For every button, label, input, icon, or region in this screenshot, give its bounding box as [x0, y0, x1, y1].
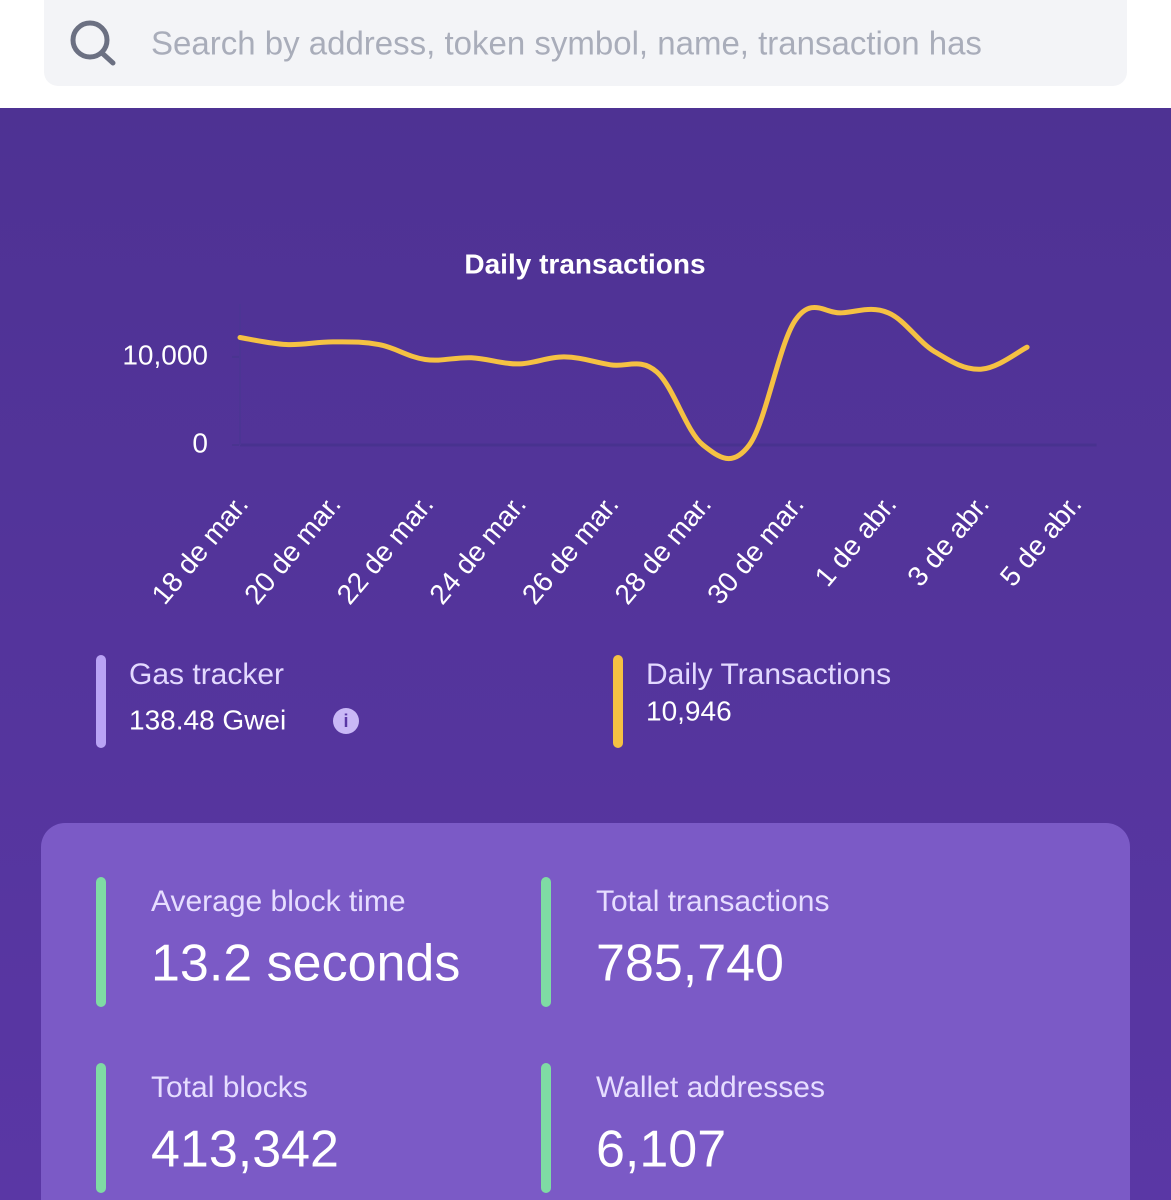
info-icon[interactable]	[333, 708, 359, 734]
stat-value: 413,342	[151, 1121, 339, 1179]
search-placeholder: Search by address, token symbol, name, t…	[151, 25, 982, 62]
search-icon-handle	[99, 50, 116, 66]
stat-bar	[96, 877, 106, 1007]
stat-value: 785,740	[596, 935, 784, 993]
stat-bar	[96, 1063, 106, 1193]
stat-label: Total transactions	[596, 885, 829, 918]
daily-label: Daily Transactions	[646, 658, 891, 691]
gas-value: 138.48 Gwei	[129, 704, 286, 735]
stat-label: Total blocks	[151, 1071, 308, 1104]
stats: Average block time 13.2 seconds Total tran…	[96, 877, 829, 1193]
series-line	[237, 305, 1030, 462]
stat-label: Average block time	[151, 885, 406, 918]
stat-label: Wallet addresses	[596, 1071, 825, 1104]
daily-bar	[613, 655, 623, 748]
gas-label: Gas tracker	[129, 658, 284, 691]
stat-bar	[541, 1063, 551, 1193]
search-box[interactable]	[44, 0, 1127, 86]
search-icon	[70, 20, 110, 60]
chart-title: Daily transactions	[464, 248, 705, 279]
stat-value: 6,107	[596, 1121, 726, 1179]
gas-bar	[96, 655, 106, 748]
y-tick-label: 10,000	[122, 339, 208, 370]
search-mask	[1127, 0, 1171, 108]
daily-value: 10,946	[646, 695, 732, 726]
stat-value: 13.2 seconds	[151, 935, 460, 993]
stats-card	[41, 823, 1130, 1200]
stat-bar	[541, 877, 551, 1007]
info-icon-glyph: i	[343, 711, 348, 731]
y-tick-label: 0	[192, 427, 208, 458]
